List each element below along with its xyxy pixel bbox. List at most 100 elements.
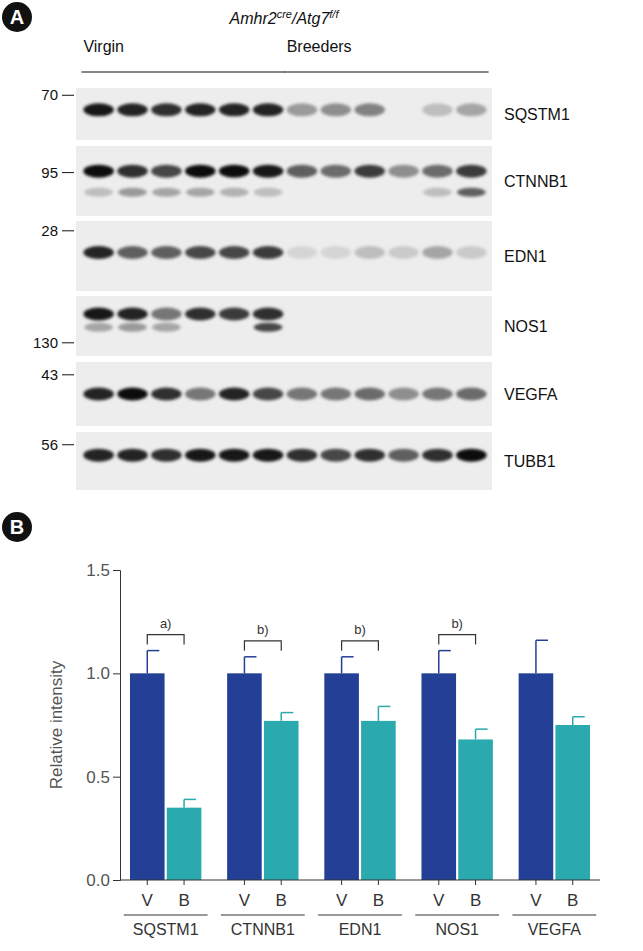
blot-lower-band bbox=[389, 188, 417, 197]
blot-band bbox=[185, 165, 215, 178]
category-label: VEGFA bbox=[528, 921, 582, 938]
blot-band bbox=[151, 388, 181, 401]
blot-band bbox=[117, 308, 147, 321]
significance-label: b) bbox=[257, 622, 269, 637]
blot-lower-band bbox=[457, 323, 485, 332]
y-tick: 1.0 bbox=[86, 664, 120, 683]
blot-background bbox=[76, 362, 492, 426]
error-cap bbox=[439, 650, 451, 652]
bar bbox=[264, 721, 299, 880]
error-cap bbox=[184, 799, 196, 801]
blot-lower-band bbox=[84, 188, 112, 197]
error-bar bbox=[183, 799, 185, 807]
y-tick: 0.5 bbox=[86, 768, 120, 787]
blot-band bbox=[117, 388, 147, 401]
error-bar bbox=[280, 713, 282, 721]
blot-band bbox=[388, 388, 418, 401]
y-axis-line bbox=[113, 571, 121, 881]
blot-band bbox=[354, 449, 384, 462]
blot-band bbox=[287, 388, 317, 401]
bar bbox=[130, 673, 165, 880]
x-tick-mark bbox=[378, 880, 379, 885]
x-tick-label: V bbox=[336, 891, 348, 910]
blot-lower-band bbox=[152, 188, 180, 197]
blot-background bbox=[76, 432, 492, 490]
blot-lower-band bbox=[355, 323, 383, 332]
bar bbox=[361, 721, 396, 880]
protein-label: SQSTM1 bbox=[504, 106, 570, 123]
marker-tick bbox=[62, 374, 74, 375]
marker-label: 130 bbox=[33, 334, 58, 351]
significance-bracket bbox=[147, 635, 184, 645]
blot-lower-band bbox=[457, 188, 485, 197]
marker-label: 95 bbox=[41, 164, 58, 181]
x-tick-mark bbox=[244, 880, 245, 885]
y-tick-label: 0.5 bbox=[86, 768, 110, 787]
marker-tick bbox=[62, 95, 74, 96]
blot-band bbox=[287, 308, 317, 321]
panel-letter-text: A bbox=[10, 6, 24, 28]
blot-lower-band bbox=[254, 188, 282, 197]
bar bbox=[421, 673, 456, 880]
blot-band bbox=[354, 246, 384, 259]
blot-band bbox=[287, 165, 317, 178]
genotype-part: /Atg7 bbox=[291, 10, 330, 27]
blot-background bbox=[76, 296, 492, 356]
category-label: EDN1 bbox=[339, 921, 382, 938]
blot-band bbox=[456, 103, 486, 116]
blot-band bbox=[117, 246, 147, 259]
y-tick-mark bbox=[113, 673, 120, 674]
blot-band bbox=[253, 165, 283, 178]
x-tick-mark bbox=[475, 880, 476, 885]
x-tick-mark bbox=[572, 880, 573, 885]
blot-band bbox=[151, 246, 181, 259]
protein-label: EDN1 bbox=[504, 248, 547, 265]
bar bbox=[458, 739, 493, 880]
blot-lower-band bbox=[423, 323, 451, 332]
blot-lower-band bbox=[288, 188, 316, 197]
blot-band bbox=[185, 246, 215, 259]
blot-band bbox=[388, 246, 418, 259]
error-bar bbox=[572, 717, 574, 725]
blot-band bbox=[354, 388, 384, 401]
category-label: NOS1 bbox=[435, 921, 479, 938]
blot-band bbox=[219, 103, 249, 116]
x-tick-label: V bbox=[433, 891, 445, 910]
significance-label: b) bbox=[451, 616, 463, 631]
blot-band bbox=[219, 388, 249, 401]
bar bbox=[227, 673, 262, 880]
blot-band bbox=[388, 103, 418, 116]
blot-lower-band bbox=[423, 188, 451, 197]
bars bbox=[130, 640, 590, 880]
category-label: SQSTM1 bbox=[133, 921, 199, 938]
x-tick-mark bbox=[147, 880, 148, 885]
blot-band bbox=[422, 165, 452, 178]
marker-tick bbox=[62, 172, 74, 173]
blot-band bbox=[151, 103, 181, 116]
significance-bracket bbox=[342, 641, 379, 651]
blot-lower-band bbox=[220, 188, 248, 197]
x-tick-mark bbox=[184, 880, 185, 885]
error-cap bbox=[476, 728, 488, 730]
protein-label: VEGFA bbox=[504, 386, 558, 403]
blot-band bbox=[321, 388, 351, 401]
significance-bracket bbox=[439, 635, 476, 645]
error-cap bbox=[244, 656, 256, 658]
blot-lower-band bbox=[389, 323, 417, 332]
blot-band bbox=[456, 308, 486, 321]
blot-band bbox=[388, 165, 418, 178]
blot-lower-band bbox=[322, 323, 350, 332]
x-tick-label: B bbox=[178, 891, 189, 910]
protein-label: NOS1 bbox=[504, 318, 548, 335]
category-label: CTNNB1 bbox=[231, 921, 295, 938]
protein-label: CTNNB1 bbox=[504, 173, 568, 190]
blot-band bbox=[151, 449, 181, 462]
y-tick: 1.5 bbox=[86, 561, 120, 580]
blot-band bbox=[219, 308, 249, 321]
blot-band bbox=[287, 449, 317, 462]
y-tick: 0.0 bbox=[86, 871, 120, 890]
blot-strip bbox=[76, 221, 492, 291]
significance-bracket bbox=[244, 641, 281, 651]
blot-band bbox=[422, 103, 452, 116]
blot-band bbox=[83, 246, 113, 259]
